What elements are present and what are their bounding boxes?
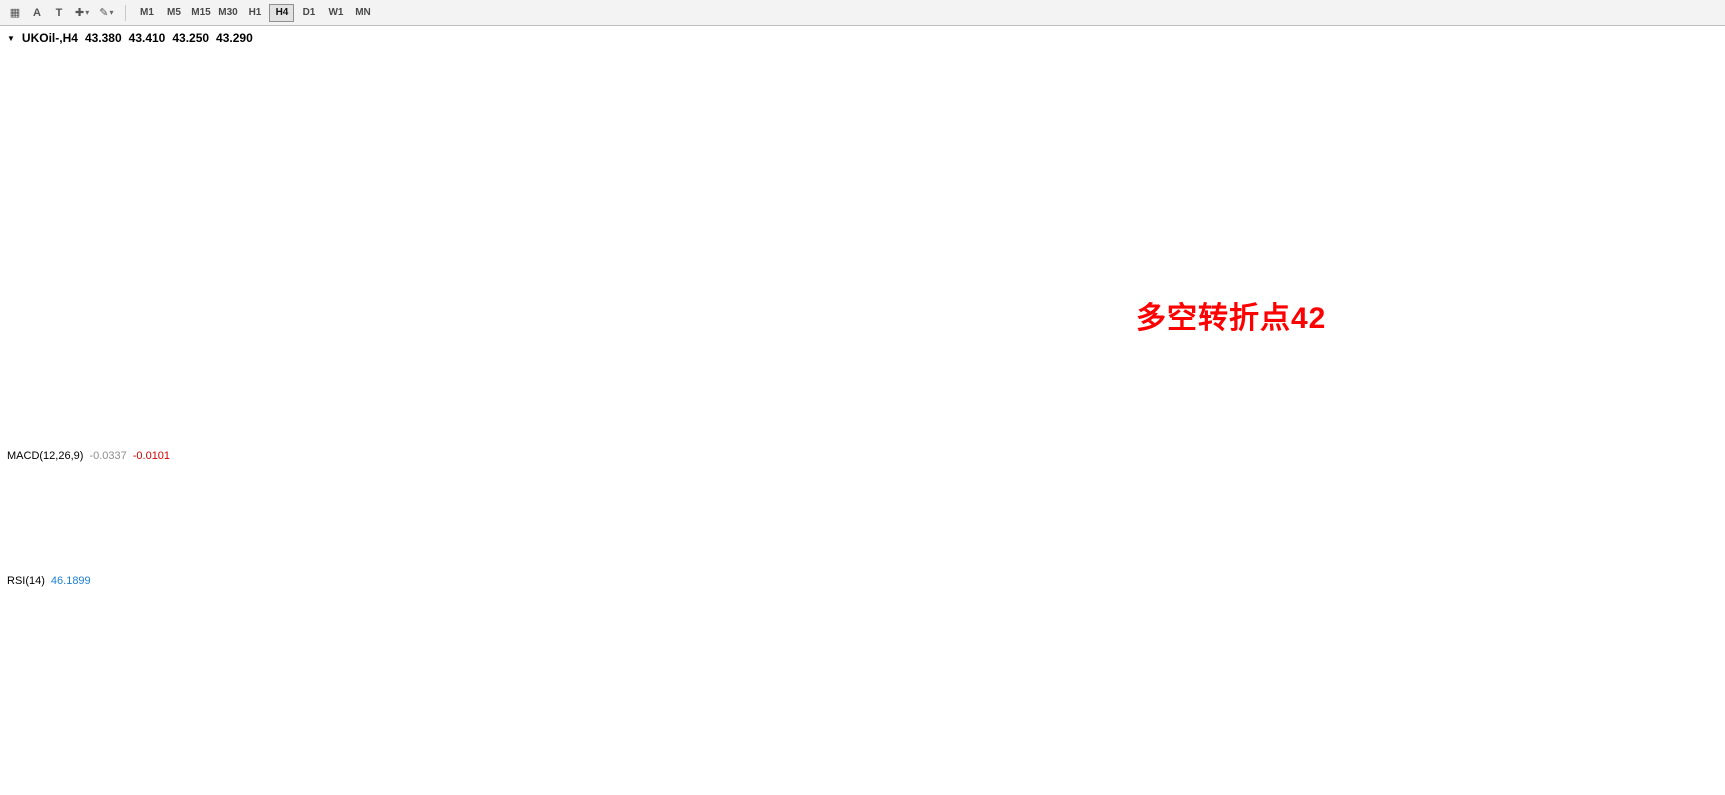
ohlc-high-value: 43.410 (128, 31, 166, 45)
rsi-label-row: RSI(14) 46.1899 (7, 575, 91, 587)
shapes-dropdown[interactable]: ✎ ▾ (99, 7, 114, 19)
draw-tools-dropdown[interactable]: ✚ ▾ (75, 7, 90, 19)
ohlc-low-value: 43.250 (172, 31, 210, 45)
timeframe-button-mn[interactable]: MN (355, 7, 371, 18)
timeframe-button-m15[interactable]: M15 (191, 7, 211, 18)
ohlc-open-value: 43.380 (84, 31, 122, 45)
symbol-period-label: UKOil-,H4 (21, 31, 78, 45)
timeframe-button-m5[interactable]: M5 (167, 7, 181, 18)
toolbar-separator (125, 4, 127, 21)
cursor-tool-button[interactable]: A (33, 6, 41, 19)
timeframe-button-m30[interactable]: M30 (218, 7, 238, 18)
caret-down-icon: ▾ (109, 8, 114, 17)
timeframe-button-h1[interactable]: H1 (248, 7, 262, 18)
chart-tools-group: ▦ A T ✚ ▾ ✎ ▾ (4, 3, 118, 23)
timeframe-button-h4[interactable]: H4 (269, 3, 295, 22)
chart-title-row: ▼ UKOil-,H4 43.380 43.410 43.250 43.290 (7, 31, 253, 45)
macd-label-row: MACD(12,26,9) -0.0337 -0.0101 (7, 450, 170, 462)
text-tool-button[interactable]: T (55, 6, 63, 19)
objects-marker-icon: ▼ (7, 33, 15, 43)
ohlc-close-value: 43.290 (216, 31, 253, 45)
timeframe-button-w1[interactable]: W1 (328, 7, 344, 18)
timeframe-button-d1[interactable]: D1 (302, 7, 316, 18)
timeframes-group: M1 M5 M15 M30 H1 H4 D1 W1 MN (133, 3, 376, 22)
toolbar: ▦ A T ✚ ▾ ✎ ▾ M1 M5 M15 M30 H1 H4 D1 W1 MN (0, 0, 1725, 26)
rsi-indicator-label: RSI(14) (7, 575, 45, 587)
caret-down-icon: ▾ (85, 8, 90, 17)
timeframe-button-m1[interactable]: M1 (140, 7, 154, 18)
macd-main-value: -0.0337 (89, 450, 127, 462)
macd-signal-value: -0.0101 (132, 450, 171, 462)
chart-window-icon[interactable]: ▦ (9, 7, 21, 19)
macd-indicator-label: MACD(12,26,9) (7, 450, 84, 462)
chart-text-annotation: 多空转折点42 (1136, 302, 1327, 335)
rsi-value: 46.1899 (50, 575, 91, 587)
